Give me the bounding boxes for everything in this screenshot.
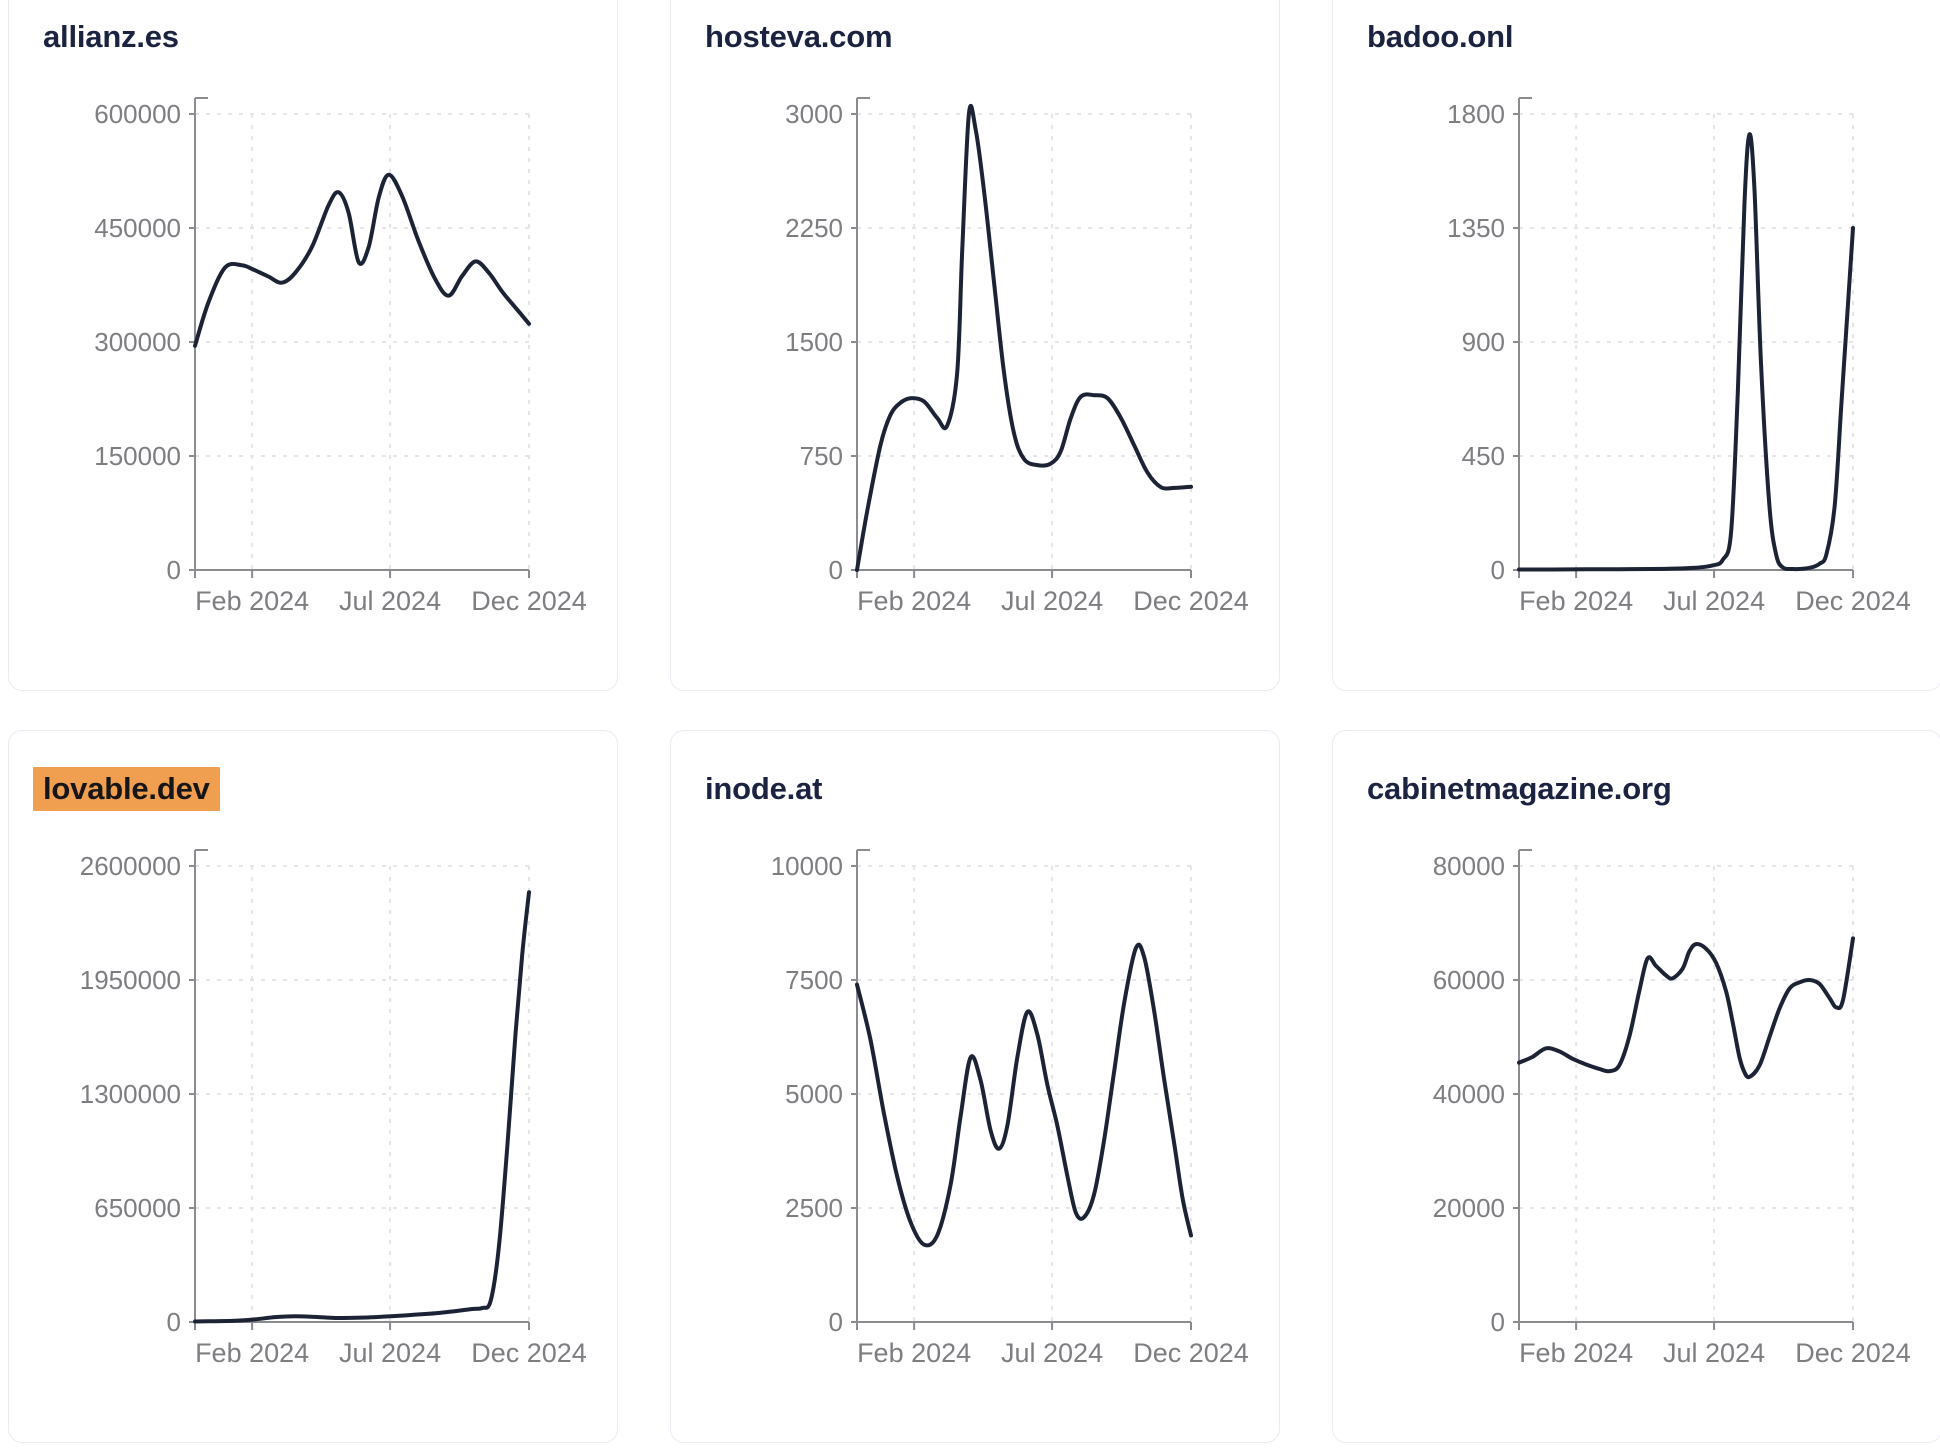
chart-card[interactable]: hosteva.com 0 750 1500 2250 3000 Feb 2024 Jul … <box>670 0 1280 691</box>
axes <box>1513 849 1854 1330</box>
x-tick-label: Feb 2024 <box>195 586 309 616</box>
line-chart: 0 2500 5000 7500 10000 Feb 2024 Jul 2024 Dec 20… <box>771 849 1249 1368</box>
y-tick-label: 7500 <box>785 965 843 995</box>
y-tick-label: 2600000 <box>80 851 181 881</box>
axes <box>851 849 1192 1330</box>
trend-line <box>1517 132 1855 572</box>
y-tick-label: 150000 <box>94 441 181 471</box>
line-chart: 0 450 900 1350 1800 Feb 2024 Jul 2024 Dec 2024 <box>1447 97 1911 616</box>
x-tick-label: Dec 2024 <box>1133 1338 1249 1368</box>
x-tick-label: Dec 2024 <box>471 1338 587 1368</box>
chart-title-row: allianz.es <box>33 15 189 59</box>
y-tick-label: 750 <box>800 441 843 471</box>
gridlines <box>1519 113 1854 570</box>
chart-title-row: lovable.dev <box>33 767 220 811</box>
chart-card[interactable]: cabinetmagazine.org 0 20000 40000 60000 8000… <box>1332 730 1940 1443</box>
tick-labels: 0 20000 40000 60000 80000 Feb 2024 Jul 2024 Dec… <box>1433 851 1911 1368</box>
gridlines <box>195 865 530 1322</box>
y-tick-label: 0 <box>167 555 181 585</box>
chart-card[interactable]: lovable.dev 0 650000 1300000 1950000 2600000… <box>8 730 618 1443</box>
x-tick-label: Feb 2024 <box>195 1338 309 1368</box>
y-tick-label: 20000 <box>1433 1193 1505 1223</box>
gridlines <box>857 865 1192 1322</box>
y-tick-label: 1500 <box>785 327 843 357</box>
line-chart: 0 20000 40000 60000 80000 Feb 2024 Jul 2024 Dec… <box>1433 849 1911 1368</box>
x-tick-label: Jul 2024 <box>1663 586 1765 616</box>
y-tick-label: 650000 <box>94 1193 181 1223</box>
gridlines <box>1519 865 1854 1322</box>
trend-line <box>855 104 1193 572</box>
tick-labels: 0 450 900 1350 1800 Feb 2024 Jul 2024 Dec 2024 <box>1447 99 1911 616</box>
axes <box>189 97 530 578</box>
x-tick-label: Jul 2024 <box>1663 1338 1765 1368</box>
y-tick-label: 0 <box>167 1307 181 1337</box>
x-tick-label: Feb 2024 <box>1519 1338 1633 1368</box>
chart-title: badoo.onl <box>1367 19 1514 54</box>
line-chart: 0 650000 1300000 1950000 2600000 Feb 2024 Jul … <box>80 849 587 1368</box>
x-tick-label: Dec 2024 <box>1795 586 1911 616</box>
gridlines <box>857 113 1192 570</box>
x-tick-label: Dec 2024 <box>1795 1338 1911 1368</box>
tick-labels: 0 150000 300000 450000 600000 Feb 2024 Jul 202… <box>94 99 587 616</box>
x-tick-label: Feb 2024 <box>1519 586 1633 616</box>
y-tick-label: 1800 <box>1447 99 1505 129</box>
chart-title: allianz.es <box>43 19 179 54</box>
tick-labels: 0 750 1500 2250 3000 Feb 2024 Jul 2024 Dec 2024 <box>785 99 1249 616</box>
y-tick-label: 0 <box>1491 555 1505 585</box>
axes <box>189 849 530 1330</box>
x-tick-label: Jul 2024 <box>1001 1338 1103 1368</box>
trend-line <box>1517 936 1855 1080</box>
y-tick-label: 450000 <box>94 213 181 243</box>
trend-line <box>193 172 531 348</box>
x-tick-label: Feb 2024 <box>857 586 971 616</box>
y-tick-label: 80000 <box>1433 851 1505 881</box>
gridlines <box>195 113 530 570</box>
trend-line <box>193 890 531 1324</box>
y-tick-label: 0 <box>829 555 843 585</box>
y-tick-label: 2250 <box>785 213 843 243</box>
x-tick-label: Jul 2024 <box>1001 586 1103 616</box>
y-tick-label: 450 <box>1462 441 1505 471</box>
chart-card[interactable]: inode.at 0 2500 5000 7500 10000 Feb 2024 Jul 2… <box>670 730 1280 1443</box>
y-tick-label: 1300000 <box>80 1079 181 1109</box>
tick-labels: 0 650000 1300000 1950000 2600000 Feb 2024 Jul … <box>80 851 587 1368</box>
y-tick-label: 1350 <box>1447 213 1505 243</box>
x-tick-label: Jul 2024 <box>339 1338 441 1368</box>
axes <box>1513 97 1854 578</box>
x-tick-label: Feb 2024 <box>857 1338 971 1368</box>
chart-title: inode.at <box>705 771 823 806</box>
chart-title: cabinetmagazine.org <box>1367 771 1672 806</box>
y-tick-label: 0 <box>829 1307 843 1337</box>
chart-card[interactable]: badoo.onl 0 450 900 1350 1800 Feb 2024 Jul 202… <box>1332 0 1940 691</box>
chart-title-row: inode.at <box>695 767 832 811</box>
chart-title-row: badoo.onl <box>1357 15 1523 59</box>
y-tick-label: 5000 <box>785 1079 843 1109</box>
y-tick-label: 300000 <box>94 327 181 357</box>
chart-title-row: hosteva.com <box>695 15 902 59</box>
chart-title-highlighted: lovable.dev <box>33 767 220 811</box>
x-tick-label: Dec 2024 <box>471 586 587 616</box>
line-chart: 0 150000 300000 450000 600000 Feb 2024 Jul 202… <box>94 97 587 616</box>
y-tick-label: 1950000 <box>80 965 181 995</box>
y-tick-label: 600000 <box>94 99 181 129</box>
y-tick-label: 3000 <box>785 99 843 129</box>
x-tick-label: Dec 2024 <box>1133 586 1249 616</box>
y-tick-label: 0 <box>1491 1307 1505 1337</box>
chart-title-row: cabinetmagazine.org <box>1357 767 1682 811</box>
trend-line <box>855 942 1193 1248</box>
chart-card[interactable]: allianz.es 0 150000 300000 450000 600000 Feb … <box>8 0 618 691</box>
y-tick-label: 2500 <box>785 1193 843 1223</box>
y-tick-label: 60000 <box>1433 965 1505 995</box>
axes <box>851 97 1192 578</box>
tick-labels: 0 2500 5000 7500 10000 Feb 2024 Jul 2024 Dec 20… <box>771 851 1249 1368</box>
y-tick-label: 900 <box>1462 327 1505 357</box>
chart-title: hosteva.com <box>705 19 893 54</box>
y-tick-label: 40000 <box>1433 1079 1505 1109</box>
x-tick-label: Jul 2024 <box>339 586 441 616</box>
line-chart: 0 750 1500 2250 3000 Feb 2024 Jul 2024 Dec 2024 <box>785 97 1249 616</box>
y-tick-label: 10000 <box>771 851 843 881</box>
